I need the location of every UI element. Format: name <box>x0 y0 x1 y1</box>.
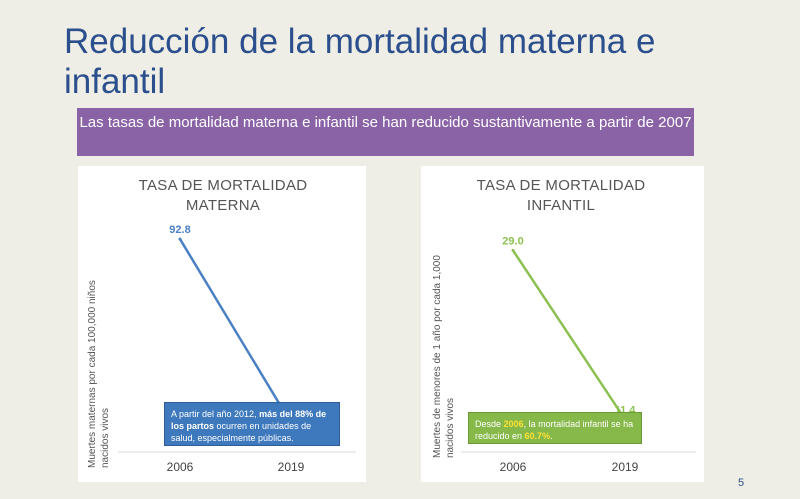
slide-title: Reducción de la mortalidad materna e inf… <box>64 22 656 101</box>
infant-chart-panel: TASA DE MORTALIDAD INFANTIL Muertes de m… <box>421 166 704 482</box>
summary-banner: Las tasas de mortalidad materna e infant… <box>77 108 694 156</box>
infant-callout-text-2: , la mortalidad infantil se ha reducido … <box>475 419 634 441</box>
maternal-callout-text-1: A partir del año 2012, <box>171 409 260 419</box>
infant-data-label-2006: 29.0 <box>502 235 523 247</box>
infant-callout: Desde 2006, la mortalidad infantil se ha… <box>468 412 642 444</box>
maternal-chart-title: TASA DE MORTALIDAD MATERNA <box>138 177 308 214</box>
maternal-point-2006 <box>178 237 182 241</box>
infant-chart-title: TASA DE MORTALIDAD INFANTIL <box>476 177 646 214</box>
infant-callout-text-1: Desde <box>475 419 504 429</box>
maternal-x-tick-2006: 2006 <box>167 460 194 474</box>
page-number: 5 <box>738 477 745 489</box>
maternal-x-tick-2019: 2019 <box>278 460 305 474</box>
infant-x-tick-2019: 2019 <box>612 460 639 474</box>
maternal-callout: A partir del año 2012, más del 88% de lo… <box>164 402 340 446</box>
maternal-callout-bold: más del 88% de los partos <box>171 409 327 431</box>
infant-callout-highlight-percent: 60.7% <box>524 431 551 441</box>
maternal-data-label-2006: 92.8 <box>169 224 190 236</box>
infant-series-line <box>511 249 627 421</box>
infant-x-tick-2006: 2006 <box>500 460 527 474</box>
maternal-callout-text-2: ocurren en unidades de salud, especialme… <box>171 421 312 443</box>
infant-callout-highlight-year: 2006 <box>503 419 524 429</box>
maternal-chart-panel: TASA DE MORTALIDAD MATERNA Muertes mater… <box>78 166 366 482</box>
infant-point-2006 <box>511 248 515 252</box>
maternal-series-line <box>178 238 293 424</box>
infant-callout-text-3: . <box>550 431 553 441</box>
